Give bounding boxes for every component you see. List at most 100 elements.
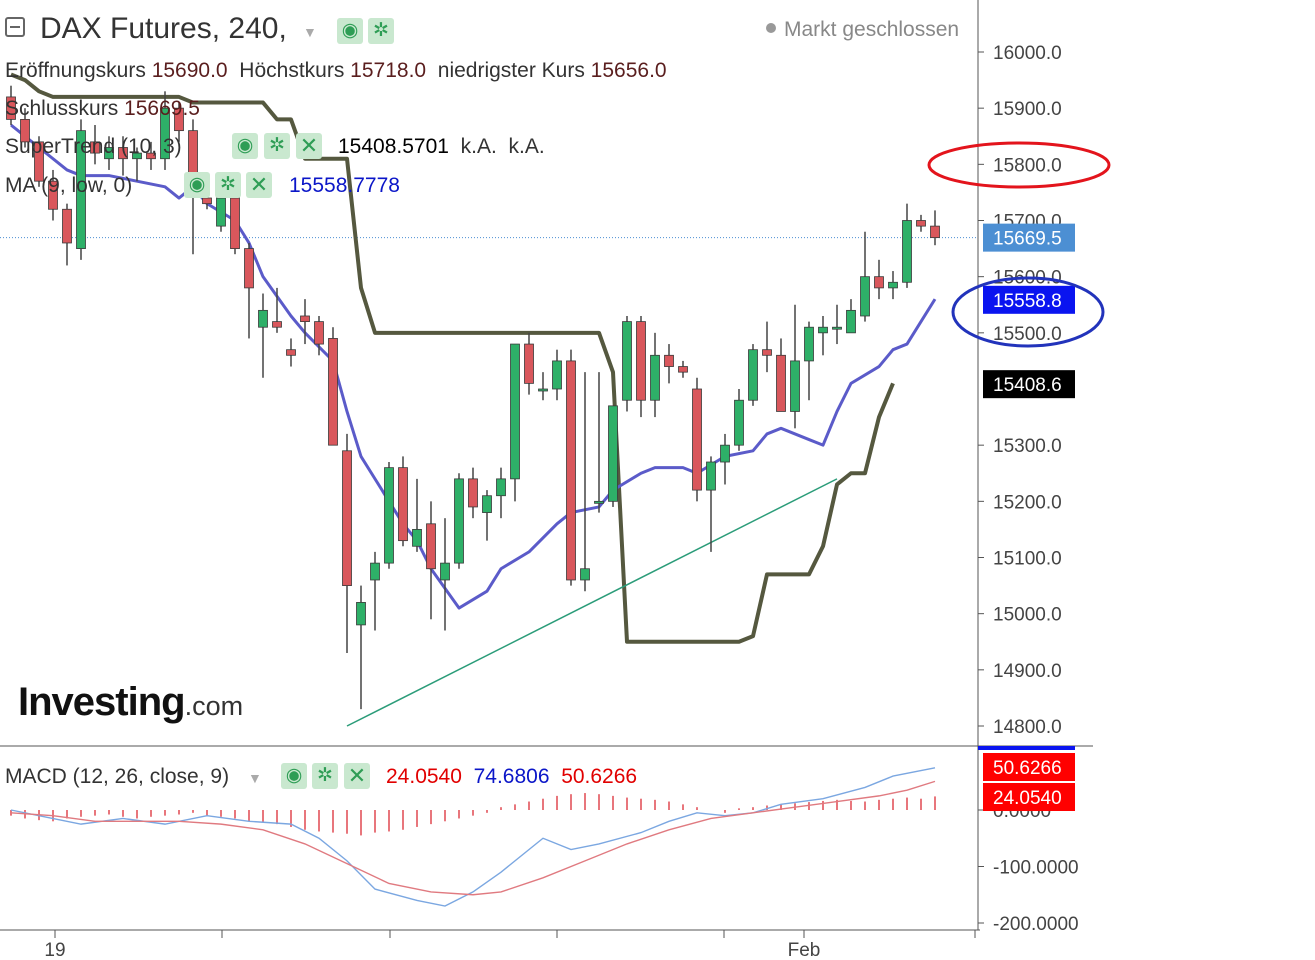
price-tag-box	[983, 370, 1075, 399]
ma-legend-label[interactable]: MA (9, low, 0)	[5, 174, 133, 197]
price-tick-label: 15300.0	[993, 436, 1062, 457]
price-tick-label: 14800.0	[993, 717, 1062, 738]
candle-body	[272, 321, 282, 328]
candle-body	[76, 130, 86, 249]
axis-lines	[0, 0, 1093, 938]
candle	[34, 136, 44, 187]
candle-body	[902, 220, 912, 283]
candle	[818, 315, 828, 356]
eye-icon[interactable]: ◉	[184, 172, 210, 198]
candle-body	[832, 326, 842, 330]
price-tag-text: 15669.5	[993, 229, 1062, 250]
candle	[356, 585, 366, 710]
logo-suffix-text: .com	[184, 691, 244, 721]
candle	[762, 321, 772, 373]
candle-body	[356, 602, 366, 626]
market-status: Markt geschlossen	[766, 18, 959, 42]
candle-body	[482, 495, 492, 513]
close-icon[interactable]: ✕	[246, 172, 272, 198]
price-tags: 15669.5 15558.8 15408.6 50.6266 24.0540	[978, 223, 1075, 811]
price-tick-label: 14900.0	[993, 661, 1062, 682]
signal-line	[10, 780, 936, 896]
candle-body	[314, 321, 324, 345]
price-tag: 15558.8	[983, 285, 1075, 314]
candle	[720, 433, 730, 485]
price-tick-label: 15100.0	[993, 549, 1062, 570]
price-tag: 15669.5	[983, 223, 1075, 252]
candle-body	[370, 562, 380, 581]
close-icon[interactable]: ✕	[344, 763, 370, 789]
candle	[314, 315, 324, 356]
candle-body	[258, 309, 268, 328]
macd-tag: 50.6266	[983, 753, 1075, 781]
candle-body	[426, 523, 436, 570]
candle-body	[412, 529, 422, 547]
candle-body	[510, 343, 520, 480]
candle	[132, 147, 142, 182]
eye-icon[interactable]: ◉	[232, 133, 258, 159]
eye-icon[interactable]: ◉	[281, 763, 307, 789]
supertrend-legend-label[interactable]: SuperTrend (10, 3)	[5, 135, 182, 158]
investing-logo[interactable]: Investing.com	[18, 680, 243, 725]
supertrend-line	[10, 72, 895, 644]
candle-body	[622, 321, 632, 401]
macd-value-3: 50.6266	[561, 765, 638, 788]
candle-body	[6, 96, 16, 120]
candle-body	[342, 450, 352, 586]
candle	[454, 473, 464, 569]
candle-body	[804, 326, 814, 362]
macd-panel	[10, 767, 936, 907]
macd-tag: 24.0540	[983, 783, 1075, 811]
candle	[804, 321, 814, 401]
candle	[328, 327, 338, 446]
candle-body	[230, 197, 240, 249]
candle-body	[720, 444, 730, 463]
collapse-legend-button[interactable]	[5, 17, 25, 37]
low-value: 15656.0	[590, 59, 667, 82]
gear-icon[interactable]: ✲	[264, 133, 290, 159]
candle-body	[790, 360, 800, 412]
price-tag: 15408.6	[983, 370, 1075, 399]
chevron-down-icon[interactable]: ▼	[248, 770, 262, 786]
candle	[118, 136, 128, 176]
candle-body	[160, 107, 170, 160]
candle	[286, 338, 296, 367]
supertrend-value: 15408.5701	[338, 135, 449, 158]
price-tag-text: 50.6266	[993, 758, 1062, 779]
macd-blue-marker	[978, 746, 1075, 750]
candle-body	[706, 461, 716, 491]
candle-body	[62, 208, 72, 244]
candle	[384, 462, 394, 569]
macd-legend-label[interactable]: MACD (12, 26, close, 9)	[5, 765, 230, 788]
open-label: Eröffnungskurs	[5, 59, 146, 82]
candle	[370, 551, 380, 631]
candle-body	[328, 338, 338, 446]
candle	[230, 192, 240, 255]
candle	[916, 214, 926, 232]
close-icon[interactable]: ✕	[296, 133, 322, 159]
drawn-trendline[interactable]	[346, 478, 838, 727]
status-dot-icon	[766, 23, 776, 33]
candle	[104, 136, 114, 170]
candle-body	[538, 388, 548, 392]
eye-icon[interactable]: ◉	[337, 18, 363, 44]
candle	[244, 242, 254, 339]
price-axis[interactable]: 16000.015900.015800.015700.015600.015500…	[44, 43, 1078, 960]
candle	[776, 338, 786, 412]
gear-icon[interactable]: ✲	[215, 172, 241, 198]
supertrend-na-2: k.A.	[508, 135, 545, 158]
candle	[510, 343, 520, 502]
gear-icon[interactable]: ✲	[312, 763, 338, 789]
open-value: 15690.0	[151, 59, 228, 82]
candle	[748, 344, 758, 406]
candle	[160, 91, 170, 170]
chevron-down-icon[interactable]: ▼	[303, 24, 317, 40]
candle	[216, 192, 226, 232]
candle	[846, 299, 856, 334]
candle-body	[216, 197, 226, 227]
candle	[300, 299, 310, 345]
candle-body	[664, 354, 674, 367]
gear-icon[interactable]: ✲	[368, 18, 394, 44]
candle	[48, 169, 58, 221]
price-tag-text: 24.0540	[993, 788, 1062, 809]
